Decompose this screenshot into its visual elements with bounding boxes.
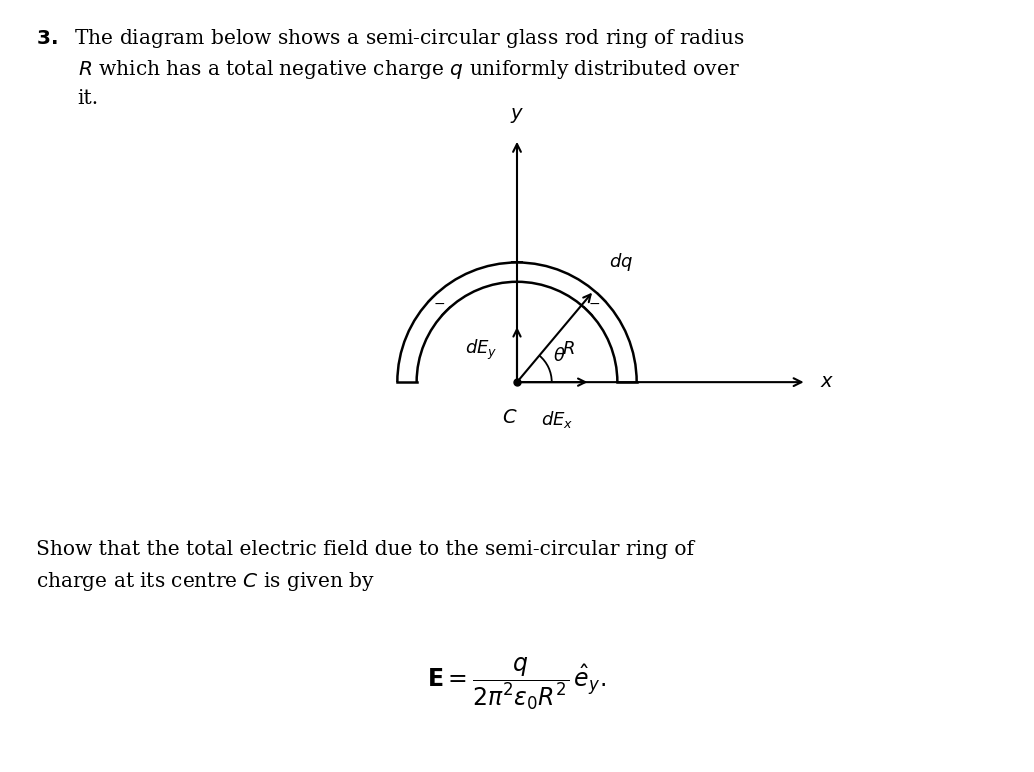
Text: $\mathbf{E} = \dfrac{q}{2\pi^2\varepsilon_0 R^2}\,\hat{e}_y.$: $\mathbf{E} = \dfrac{q}{2\pi^2\varepsilo…: [427, 655, 607, 712]
Text: −: −: [433, 297, 445, 311]
Text: $dq$: $dq$: [609, 252, 634, 273]
Text: $R$: $R$: [561, 340, 575, 358]
Text: −: −: [589, 297, 601, 311]
Text: $R$ which has a total negative charge $q$ uniformly distributed over: $R$ which has a total negative charge $q…: [78, 58, 739, 81]
Text: $x$: $x$: [820, 373, 834, 391]
Text: charge at its centre $C$ is given by: charge at its centre $C$ is given by: [36, 570, 375, 593]
Text: $dE_x$: $dE_x$: [541, 409, 574, 430]
Text: $\mathbf{3.}$  The diagram below shows a semi-circular glass rod ring of radius: $\mathbf{3.}$ The diagram below shows a …: [36, 27, 744, 50]
Text: Show that the total electric field due to the semi-circular ring of: Show that the total electric field due t…: [36, 540, 694, 560]
Text: $\theta$: $\theta$: [553, 347, 566, 365]
Text: $y$: $y$: [510, 106, 524, 125]
Text: it.: it.: [78, 89, 98, 108]
Text: $dE_y$: $dE_y$: [465, 338, 497, 362]
Text: $C$: $C$: [501, 409, 517, 427]
